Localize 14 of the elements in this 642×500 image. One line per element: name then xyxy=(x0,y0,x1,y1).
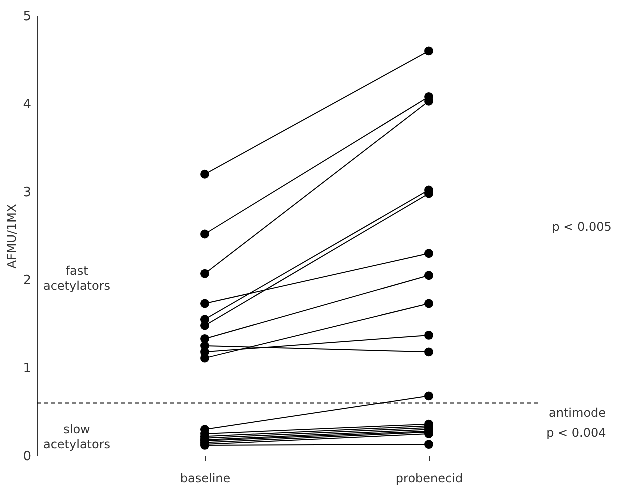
y-tick-label: 0 xyxy=(23,450,32,464)
y-tick-label: 4 xyxy=(23,98,32,112)
annotation: fast acetylators xyxy=(43,264,111,294)
y-tick-label: 1 xyxy=(23,362,32,376)
x-tick-label: probenecid xyxy=(396,472,464,486)
x-tick-label: baseline xyxy=(180,472,231,486)
ref-line-label: antimode xyxy=(549,406,606,420)
y-tick-label: 3 xyxy=(23,186,32,200)
text: p < 0.004 xyxy=(546,426,606,440)
text: p < 0.005 xyxy=(552,220,612,234)
y-axis-title: AFMU/1MX xyxy=(5,204,20,269)
y-tick-label: 5 xyxy=(23,10,32,24)
y-tick-label: 2 xyxy=(23,274,32,288)
annotation: slow acetylators xyxy=(43,422,111,452)
